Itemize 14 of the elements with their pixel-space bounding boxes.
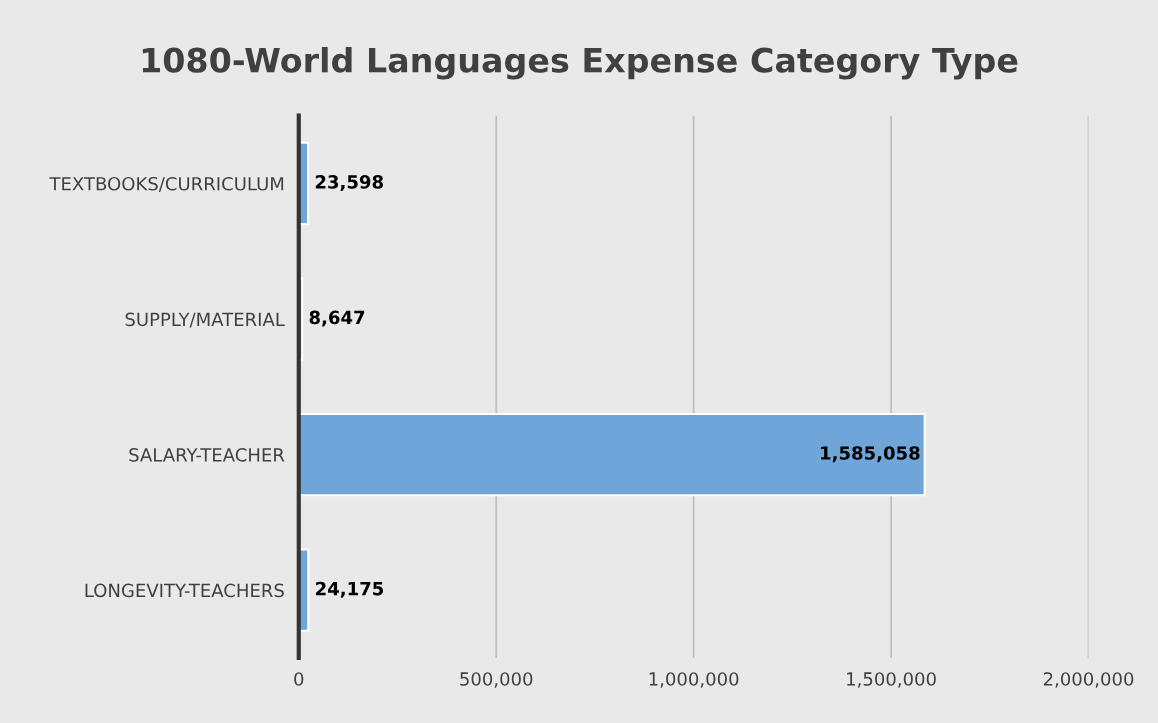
y-tick-label: SUPPLY/MATERIAL (125, 312, 285, 328)
y-tick-label: SALARY-TEACHER (129, 448, 285, 462)
data-label: 8,647 (309, 310, 365, 327)
x-tick-label: 500,000 (460, 672, 533, 688)
x-tick-label: 1,000,000 (649, 672, 739, 688)
x-tick-label: 2,000,000 (1043, 672, 1134, 688)
y-tick-label: TEXTBOOKS/CURRICULUM (49, 176, 284, 192)
x-tick-label: 1,500,000 (847, 672, 936, 688)
x-tick-label: 0 (294, 672, 304, 686)
y-tick-label: LONGEVITY-TEACHERS (85, 583, 284, 598)
data-label: 23,598 (315, 175, 383, 192)
data-label: 1,585,058 (821, 446, 920, 463)
data-label: 24,175 (316, 581, 384, 598)
chart-title: 1080-World Languages Expense Category Type (142, 47, 1018, 80)
